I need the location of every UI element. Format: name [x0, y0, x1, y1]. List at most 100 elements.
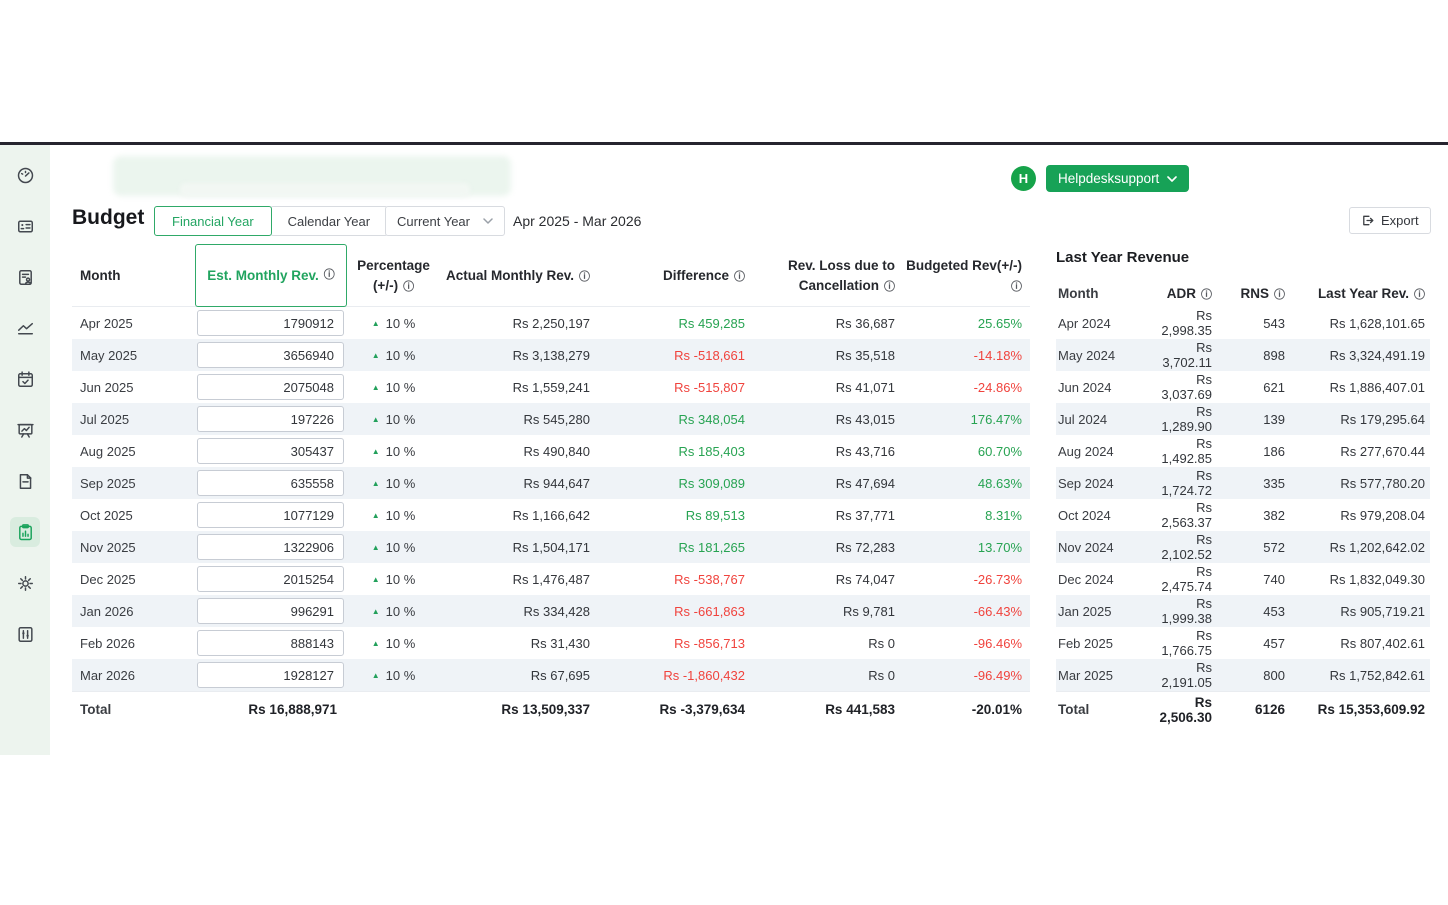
last-year-table-header: Month ADR RNS Last Year Rev.	[1056, 280, 1430, 307]
budget-table-rows: Apr 2025 10 % Rs 2,250,197 Rs 459,285 Rs…	[72, 307, 1030, 691]
increase-triangle-icon	[372, 508, 380, 523]
chevron-down-icon	[483, 218, 493, 224]
info-icon[interactable]	[884, 282, 895, 293]
table-row: Nov 2024 Rs 2,102.52 572 Rs 1,202,642.02	[1056, 531, 1430, 563]
table-row: Jan 2025 Rs 1,999.38 453 Rs 905,719.21	[1056, 595, 1430, 627]
month-cell: Aug 2024	[1058, 443, 1114, 459]
rev-loss-cell: Rs 36,687	[835, 315, 895, 331]
increase-triangle-icon	[372, 348, 380, 363]
user-menu-button[interactable]: Helpdesksupport	[1046, 165, 1190, 192]
est-monthly-rev-input[interactable]	[197, 566, 344, 592]
budget-table-header: Month Est. Monthly Rev. Percentage (+/-)…	[72, 244, 1030, 307]
table-row: Mar 2026 10 % Rs 67,695 Rs -1,860,432 Rs…	[72, 659, 1030, 691]
est-monthly-rev-input[interactable]	[197, 598, 344, 624]
sidebar-item-preferences[interactable]	[10, 619, 40, 649]
percentage-cell: 10 %	[347, 572, 440, 587]
budgeted-rev-cell: 13.70%	[977, 539, 1022, 555]
est-monthly-rev-input[interactable]	[197, 310, 344, 336]
budgeted-rev-cell: -24.86%	[973, 379, 1022, 395]
total-difference: Rs -3,379,634	[659, 702, 745, 717]
sidebar-item-calendar[interactable]	[10, 364, 40, 394]
table-row: Apr 2024 Rs 2,998.35 543 Rs 1,628,101.65	[1056, 307, 1430, 339]
info-icon[interactable]	[579, 272, 590, 283]
actual-monthly-rev-cell: Rs 1,559,241	[512, 379, 590, 395]
month-cell: Jun 2025	[80, 379, 134, 395]
month-cell: Nov 2025	[80, 539, 136, 555]
est-monthly-rev-input[interactable]	[197, 502, 344, 528]
sidebar-item-budget[interactable]	[10, 517, 40, 547]
difference-cell: Rs 181,265	[678, 539, 746, 555]
sidebar-item-performance[interactable]	[10, 415, 40, 445]
sidebar-item-guest-folio[interactable]	[10, 262, 40, 292]
export-button[interactable]: Export	[1349, 207, 1431, 234]
month-cell: Feb 2026	[80, 635, 135, 651]
info-icon[interactable]	[1011, 282, 1022, 293]
increase-triangle-icon	[372, 316, 380, 331]
column-header-est-monthly-rev: Est. Monthly Rev.	[195, 244, 347, 307]
est-monthly-rev-input[interactable]	[197, 438, 344, 464]
tab-financial-year[interactable]: Financial Year	[154, 206, 272, 236]
info-icon[interactable]	[1414, 290, 1425, 301]
table-row: Jun 2025 10 % Rs 1,559,241 Rs -515,807 R…	[72, 371, 1030, 403]
est-monthly-rev-input[interactable]	[197, 406, 344, 432]
sliders-icon	[17, 626, 33, 642]
last-year-rev-cell: Rs 1,202,642.02	[1329, 539, 1425, 555]
rns-cell: 543	[1263, 315, 1285, 331]
difference-cell: Rs -1,860,432	[663, 667, 745, 683]
month-cell: Apr 2025	[80, 315, 133, 331]
rev-loss-cell: Rs 72,283	[835, 539, 895, 555]
info-icon[interactable]	[1274, 290, 1285, 301]
adr-cell: Rs 2,102.52	[1161, 532, 1212, 562]
info-icon[interactable]	[403, 282, 414, 293]
est-monthly-rev-input[interactable]	[197, 470, 344, 496]
budget-table: Month Est. Monthly Rev. Percentage (+/-)…	[72, 244, 1030, 727]
year-select-dropdown[interactable]: Current Year	[385, 206, 505, 236]
est-monthly-rev-input[interactable]	[197, 630, 344, 656]
month-cell: May 2025	[80, 347, 138, 363]
month-cell: Dec 2025	[80, 571, 136, 587]
actual-monthly-rev-cell: Rs 3,138,279	[512, 347, 590, 363]
last-year-total-row: Total Rs 2,506.30 6126 Rs 15,353,609.92	[1056, 691, 1430, 727]
rns-cell: 800	[1263, 667, 1285, 683]
sidebar-item-analytics[interactable]	[10, 313, 40, 343]
sidebar-item-settings[interactable]	[10, 568, 40, 598]
percentage-cell: 10 %	[347, 444, 440, 459]
rev-loss-cell: Rs 43,015	[835, 411, 895, 427]
budget-table-total-row: Total Rs 16,888,971 Rs 13,509,337 Rs -3,…	[72, 691, 1030, 727]
table-row: Nov 2025 10 % Rs 1,504,171 Rs 181,265 Rs…	[72, 531, 1030, 563]
adr-cell: Rs 3,702.11	[1162, 340, 1212, 370]
est-monthly-rev-input[interactable]	[197, 374, 344, 400]
last-year-rev-cell: Rs 577,780.20	[1340, 475, 1425, 491]
column-header-rns: RNS	[1216, 286, 1292, 301]
tab-calendar-year[interactable]: Calendar Year	[269, 206, 389, 236]
rns-cell: 457	[1263, 635, 1285, 651]
info-icon[interactable]	[734, 272, 745, 283]
sidebar-item-dashboard[interactable]	[10, 160, 40, 190]
column-header-difference: Difference	[600, 266, 755, 286]
month-cell: Nov 2024	[1058, 539, 1114, 555]
est-monthly-rev-input[interactable]	[197, 342, 344, 368]
table-row: Jul 2024 Rs 1,289.90 139 Rs 179,295.64	[1056, 403, 1430, 435]
last-year-rev-cell: Rs 1,832,049.30	[1329, 571, 1425, 587]
est-monthly-rev-input[interactable]	[197, 662, 344, 688]
sidebar-item-front-desk[interactable]	[10, 211, 40, 241]
column-header-rev-loss: Rev. Loss due to Cancellation	[755, 256, 900, 295]
table-row: Oct 2024 Rs 2,563.37 382 Rs 979,208.04	[1056, 499, 1430, 531]
info-icon[interactable]	[324, 270, 335, 281]
column-header-adr: ADR	[1156, 286, 1216, 301]
month-cell: Jan 2026	[80, 603, 134, 619]
info-icon[interactable]	[1201, 290, 1212, 301]
table-row: Aug 2025 10 % Rs 490,840 Rs 185,403 Rs 4…	[72, 435, 1030, 467]
difference-cell: Rs 348,054	[678, 411, 746, 427]
est-monthly-rev-input[interactable]	[197, 534, 344, 560]
last-year-table-rows: Apr 2024 Rs 2,998.35 543 Rs 1,628,101.65…	[1056, 307, 1430, 691]
gauge-icon	[17, 167, 33, 183]
total-budgeted-rev: -20.01%	[971, 702, 1022, 717]
rns-cell: 621	[1263, 379, 1285, 395]
document-user-icon	[18, 269, 32, 285]
percentage-cell: 10 %	[347, 348, 440, 363]
table-row: Aug 2024 Rs 1,492.85 186 Rs 277,670.44	[1056, 435, 1430, 467]
sidebar-item-reports[interactable]	[10, 466, 40, 496]
avatar[interactable]: H	[1011, 166, 1036, 191]
chevron-down-icon	[1167, 175, 1178, 182]
